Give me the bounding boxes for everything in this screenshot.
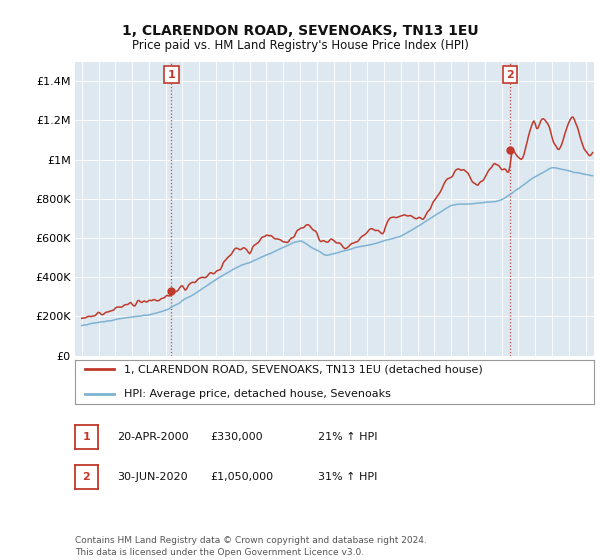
Text: 2: 2	[83, 472, 90, 482]
Text: £1,050,000: £1,050,000	[210, 472, 273, 482]
Text: 31% ↑ HPI: 31% ↑ HPI	[318, 472, 377, 482]
Text: 1: 1	[167, 70, 175, 80]
Text: 2: 2	[506, 70, 514, 80]
Text: HPI: Average price, detached house, Sevenoaks: HPI: Average price, detached house, Seve…	[124, 389, 391, 399]
Text: £330,000: £330,000	[210, 432, 263, 442]
Text: 1, CLARENDON ROAD, SEVENOAKS, TN13 1EU: 1, CLARENDON ROAD, SEVENOAKS, TN13 1EU	[122, 24, 478, 38]
Text: Price paid vs. HM Land Registry's House Price Index (HPI): Price paid vs. HM Land Registry's House …	[131, 39, 469, 52]
Text: 21% ↑ HPI: 21% ↑ HPI	[318, 432, 377, 442]
Text: 1, CLARENDON ROAD, SEVENOAKS, TN13 1EU (detached house): 1, CLARENDON ROAD, SEVENOAKS, TN13 1EU (…	[124, 365, 483, 375]
Text: 1: 1	[83, 432, 90, 442]
Text: 30-JUN-2020: 30-JUN-2020	[117, 472, 188, 482]
Text: Contains HM Land Registry data © Crown copyright and database right 2024.
This d: Contains HM Land Registry data © Crown c…	[75, 536, 427, 557]
Text: 20-APR-2000: 20-APR-2000	[117, 432, 188, 442]
